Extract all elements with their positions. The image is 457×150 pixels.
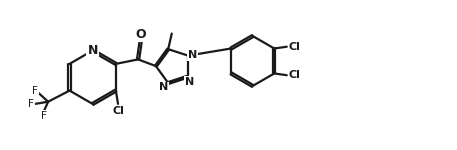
- Text: O: O: [135, 28, 146, 41]
- Text: Cl: Cl: [288, 42, 300, 52]
- Text: Cl: Cl: [112, 106, 124, 116]
- Text: Cl: Cl: [288, 70, 300, 80]
- Text: F: F: [41, 111, 47, 121]
- Text: N: N: [159, 82, 168, 93]
- Text: N: N: [188, 50, 197, 60]
- Text: F: F: [32, 86, 38, 96]
- Text: N: N: [87, 44, 98, 57]
- Text: F: F: [28, 99, 34, 109]
- Text: N: N: [185, 77, 195, 87]
